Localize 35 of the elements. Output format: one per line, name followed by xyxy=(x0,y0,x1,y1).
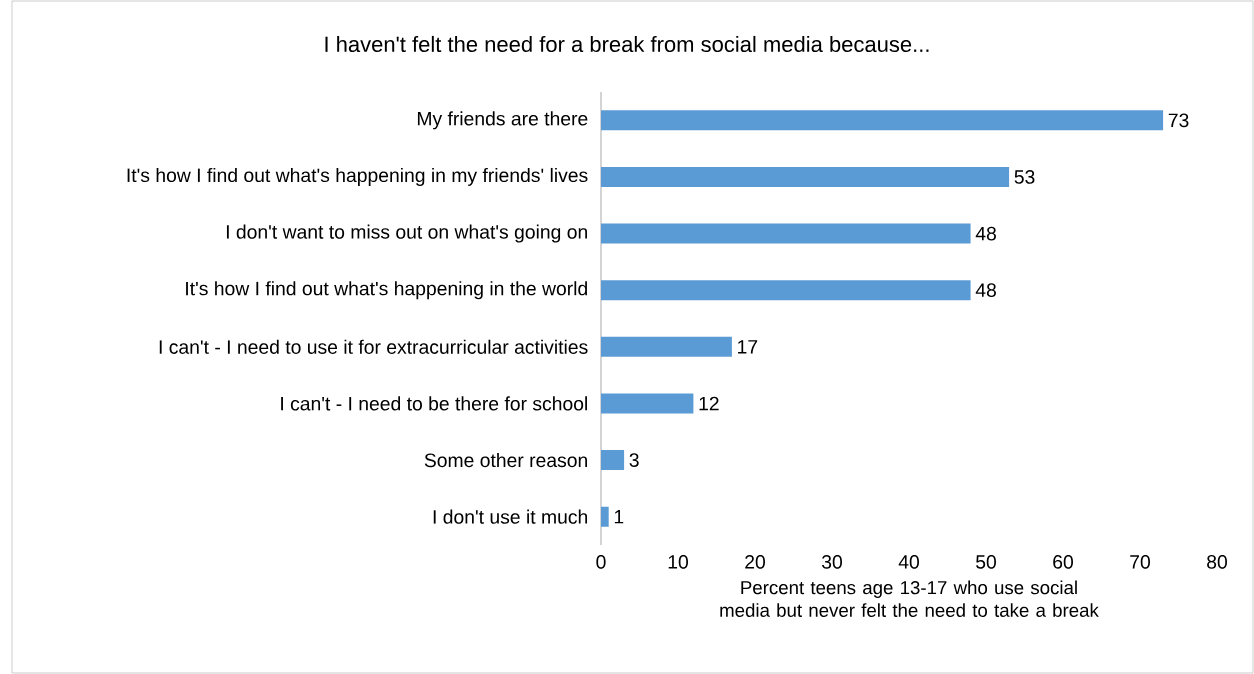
x-tick-label: 0 xyxy=(596,555,606,569)
x-tick-label: 30 xyxy=(821,555,842,569)
y-tick-label: I don't use it much xyxy=(433,509,588,524)
y-tick-label: It's how I find out what's happening in my friends' lives xyxy=(127,167,588,186)
chart-title: I haven't felt the need for a break from social media because... xyxy=(325,35,929,53)
bar xyxy=(601,336,732,357)
y-tick-label: I don't want to miss out on what's going on xyxy=(226,224,587,243)
bar xyxy=(601,166,1010,187)
y-tick-label: Some other reason xyxy=(424,452,587,468)
y-tick-label: It's how I find out what's happening in the world xyxy=(186,281,587,300)
x-tick-label: 20 xyxy=(745,555,765,569)
x-tick-label: 50 xyxy=(976,555,996,569)
data-label: 12 xyxy=(699,396,719,411)
x-tick-label: 80 xyxy=(1207,555,1227,569)
y-tick-label: My friends are there xyxy=(417,111,588,130)
x-tick-label: 60 xyxy=(1053,555,1073,569)
data-label: 53 xyxy=(1014,170,1035,184)
data-label: 3 xyxy=(629,453,639,467)
bar xyxy=(601,110,1164,131)
y-tick-label: I can't - I need to use it for extracurricular activities xyxy=(159,339,588,354)
x-tick-label: 70 xyxy=(1130,555,1150,569)
data-label: 73 xyxy=(1168,113,1189,128)
y-tick-label: I can't - I need to be there for school xyxy=(281,396,587,411)
data-label: 17 xyxy=(738,340,758,354)
data-label: 48 xyxy=(975,283,996,298)
x-tick-label: 10 xyxy=(668,555,688,569)
bar xyxy=(601,393,694,414)
data-label: 48 xyxy=(975,226,996,241)
bar xyxy=(601,450,625,471)
bar xyxy=(601,506,609,527)
data-label: 1 xyxy=(614,510,624,524)
x-tick-label: 40 xyxy=(898,555,919,569)
x-axis-title: Percent teens age 13-17 who use social media but never felt the need to take a break xyxy=(720,580,1099,617)
bar xyxy=(601,280,971,301)
bar xyxy=(601,223,971,244)
